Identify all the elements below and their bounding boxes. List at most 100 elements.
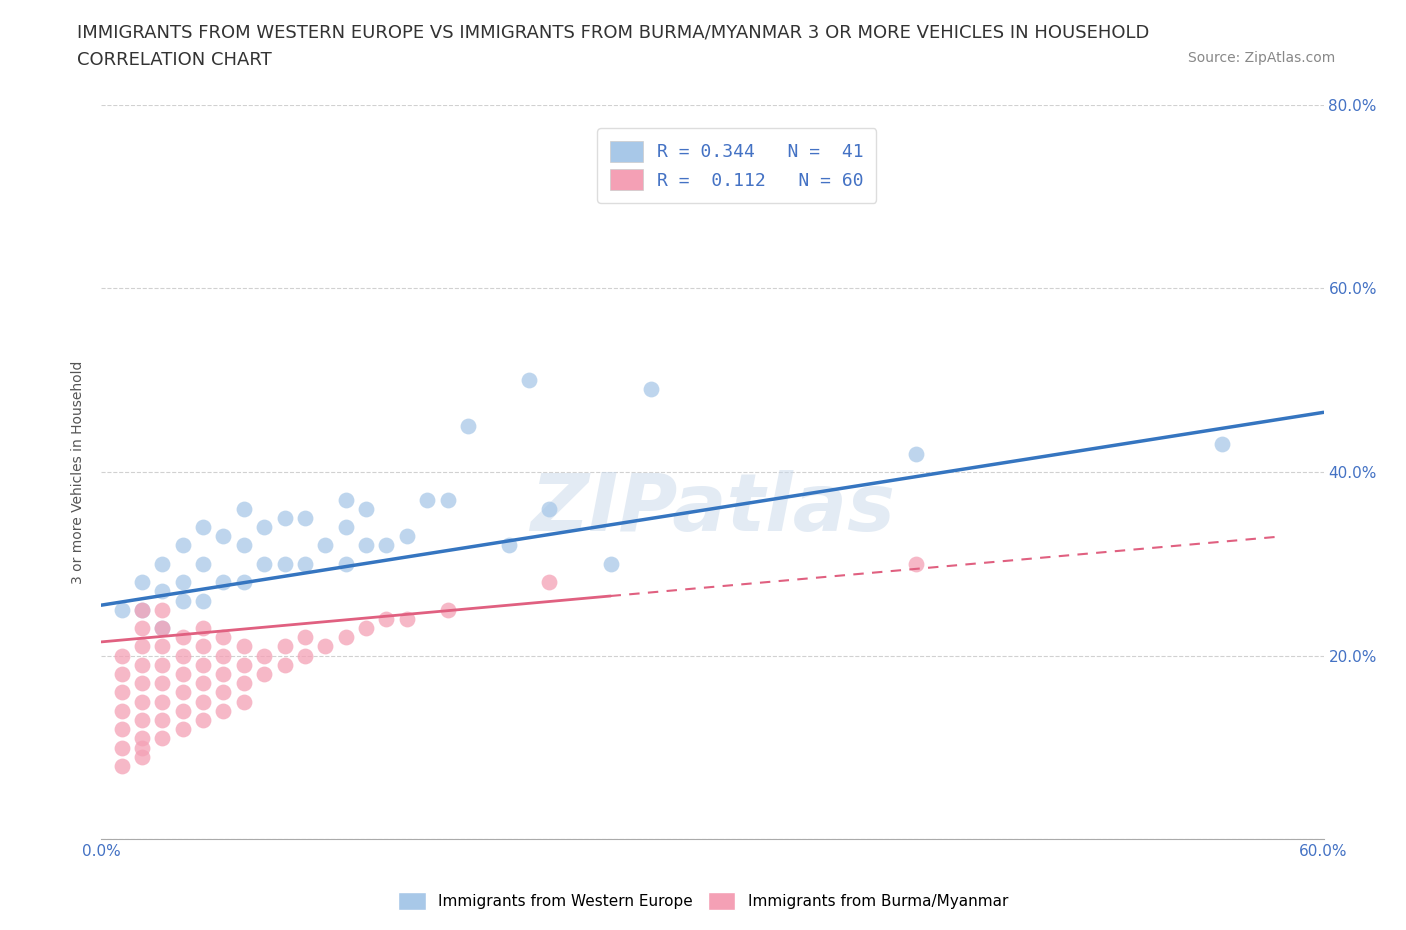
- Point: [172, 593, 194, 608]
- Point: [150, 639, 173, 654]
- Point: [498, 538, 520, 553]
- Point: [212, 648, 235, 663]
- Point: [253, 667, 276, 682]
- Text: CORRELATION CHART: CORRELATION CHART: [77, 51, 273, 69]
- Point: [436, 492, 458, 507]
- Point: [131, 603, 153, 618]
- Point: [110, 722, 132, 737]
- Point: [150, 620, 173, 635]
- Point: [172, 575, 194, 590]
- Point: [131, 750, 153, 764]
- Point: [1211, 437, 1233, 452]
- Point: [110, 603, 132, 618]
- Point: [172, 703, 194, 718]
- Point: [131, 620, 153, 635]
- Point: [131, 740, 153, 755]
- Point: [191, 712, 214, 727]
- Point: [232, 694, 254, 709]
- Point: [335, 520, 357, 535]
- Point: [395, 529, 418, 544]
- Point: [131, 658, 153, 672]
- Point: [354, 501, 377, 516]
- Point: [110, 667, 132, 682]
- Point: [375, 538, 398, 553]
- Point: [273, 639, 295, 654]
- Point: [395, 612, 418, 627]
- Text: Source: ZipAtlas.com: Source: ZipAtlas.com: [1188, 51, 1336, 65]
- Point: [172, 685, 194, 700]
- Point: [110, 685, 132, 700]
- Point: [191, 676, 214, 691]
- Point: [457, 418, 479, 433]
- Point: [131, 731, 153, 746]
- Point: [354, 620, 377, 635]
- Point: [191, 593, 214, 608]
- Point: [191, 556, 214, 571]
- Point: [191, 520, 214, 535]
- Point: [172, 538, 194, 553]
- Point: [335, 630, 357, 644]
- Point: [335, 492, 357, 507]
- Point: [150, 731, 173, 746]
- Point: [212, 685, 235, 700]
- Point: [314, 639, 336, 654]
- Point: [212, 575, 235, 590]
- Point: [110, 648, 132, 663]
- Point: [253, 648, 276, 663]
- Point: [172, 667, 194, 682]
- Point: [232, 538, 254, 553]
- Point: [212, 630, 235, 644]
- Point: [314, 538, 336, 553]
- Point: [273, 658, 295, 672]
- Point: [416, 492, 439, 507]
- Point: [538, 501, 561, 516]
- Point: [110, 703, 132, 718]
- Point: [150, 658, 173, 672]
- Point: [191, 639, 214, 654]
- Point: [131, 694, 153, 709]
- Point: [538, 575, 561, 590]
- Point: [110, 759, 132, 774]
- Point: [150, 694, 173, 709]
- Point: [131, 639, 153, 654]
- Point: [294, 511, 316, 525]
- Point: [273, 511, 295, 525]
- Point: [212, 529, 235, 544]
- Point: [150, 603, 173, 618]
- Point: [436, 603, 458, 618]
- Point: [253, 556, 276, 571]
- Point: [253, 520, 276, 535]
- Legend: R = 0.344   N =  41, R =  0.112   N = 60: R = 0.344 N = 41, R = 0.112 N = 60: [598, 128, 876, 203]
- Point: [905, 556, 928, 571]
- Point: [232, 676, 254, 691]
- Point: [150, 620, 173, 635]
- Point: [131, 712, 153, 727]
- Point: [273, 556, 295, 571]
- Point: [375, 612, 398, 627]
- Point: [294, 556, 316, 571]
- Point: [599, 556, 621, 571]
- Point: [150, 556, 173, 571]
- Point: [232, 501, 254, 516]
- Point: [335, 556, 357, 571]
- Point: [232, 658, 254, 672]
- Point: [232, 575, 254, 590]
- Point: [191, 620, 214, 635]
- Point: [905, 446, 928, 461]
- Point: [172, 648, 194, 663]
- Point: [131, 676, 153, 691]
- Point: [212, 667, 235, 682]
- Text: IMMIGRANTS FROM WESTERN EUROPE VS IMMIGRANTS FROM BURMA/MYANMAR 3 OR MORE VEHICL: IMMIGRANTS FROM WESTERN EUROPE VS IMMIGR…: [77, 23, 1150, 41]
- Point: [131, 603, 153, 618]
- Point: [131, 575, 153, 590]
- Legend: Immigrants from Western Europe, Immigrants from Burma/Myanmar: Immigrants from Western Europe, Immigran…: [391, 884, 1015, 918]
- Point: [172, 722, 194, 737]
- Point: [150, 584, 173, 599]
- Y-axis label: 3 or more Vehicles in Household: 3 or more Vehicles in Household: [72, 360, 86, 584]
- Point: [517, 373, 540, 388]
- Point: [191, 658, 214, 672]
- Point: [191, 694, 214, 709]
- Point: [294, 648, 316, 663]
- Point: [172, 630, 194, 644]
- Point: [150, 712, 173, 727]
